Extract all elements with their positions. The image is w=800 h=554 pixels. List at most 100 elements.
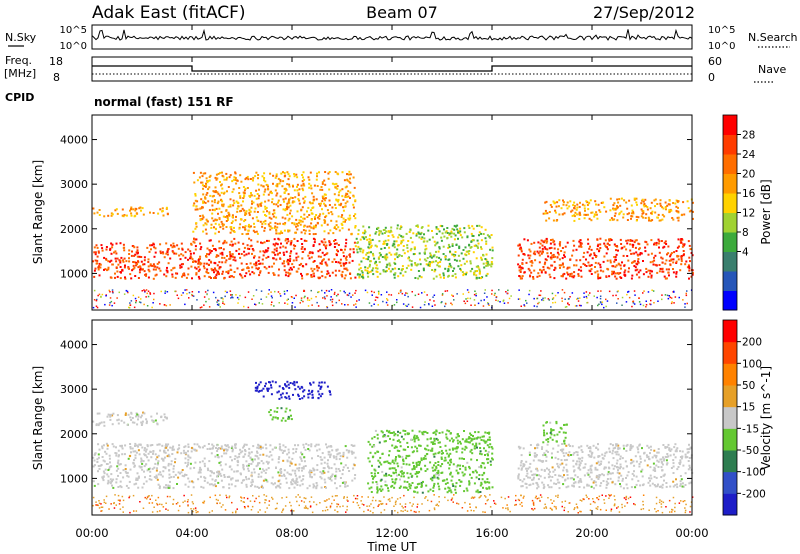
echo-cell [194,208,197,211]
echo-cell [209,474,212,477]
echo-cell [611,265,614,268]
echo-cell [645,213,648,216]
echo-cell [302,443,305,446]
echo-cell [261,258,264,261]
echo-cell [297,221,300,224]
echo-cell [110,300,113,303]
echo-cell [467,291,470,294]
echo-cell [686,266,689,269]
echo-cell [544,201,547,204]
echo-cell [363,232,366,235]
echo-cell [341,188,344,191]
echo-cell [214,248,217,250]
echo-cell [172,448,175,451]
echo-cell [330,219,333,222]
echo-cell [561,213,564,216]
echo-cell [455,482,458,485]
echo-cell [156,423,159,426]
echo-cell [135,300,137,302]
echo-cell [649,479,651,482]
echo-cell [603,255,606,258]
echo-cell [259,467,261,470]
echo-cell [542,268,545,271]
echo-cell [687,240,690,243]
echo-cell [641,198,644,201]
echo-cell [455,469,458,472]
echo-cell [648,219,650,222]
echo-cell [481,474,484,477]
echo-cell [117,455,120,458]
echo-cell [279,246,282,249]
echo-cell [383,474,386,477]
echo-cell [104,468,107,471]
echo-cell [163,413,166,416]
echo-cell [225,259,228,262]
echo-cell [330,211,333,213]
frequency-trace [92,65,692,75]
echo-cell [665,268,668,271]
echo-cell [527,267,530,270]
echo-cell [448,245,451,248]
echo-cell [140,256,143,258]
echo-cell [599,277,602,279]
echo-cell [397,439,400,442]
echo-cell [283,229,286,232]
echo-cell [613,243,616,246]
echo-cell [610,217,613,220]
echo-cell [397,244,400,247]
echo-cell [372,254,375,257]
echo-cell [689,248,692,251]
echo-cell [228,257,231,260]
echo-cell [293,384,296,387]
echo-cell [479,452,481,455]
echo-cell [284,189,287,192]
echo-cell [358,268,361,271]
echo-cell [302,300,304,303]
echo-cell [677,238,680,241]
echo-cell [231,243,234,246]
echo-cell [296,270,299,273]
echo-cell [424,470,427,472]
echo-cell [115,452,118,455]
echo-cell [593,213,596,216]
echo-cell [461,447,464,450]
echo-cell [664,206,667,208]
echo-cell [566,241,569,244]
echo-cell [193,466,196,469]
echo-cell [149,293,152,295]
echo-cell [223,449,225,452]
echo-cell [664,294,667,296]
echo-cell [129,273,132,276]
echo-cell [251,458,254,461]
echo-cell [97,251,100,254]
echo-cell [288,175,291,178]
echo-cell [412,450,415,453]
echo-cell [95,299,98,302]
echo-cell [244,275,247,278]
echo-cell [382,270,385,273]
echo-cell [327,172,330,175]
echo-cell [585,291,588,293]
echo-cell [257,177,259,180]
echo-cell [588,254,591,257]
echo-cell [168,476,171,479]
echo-cell [449,264,452,267]
echo-cell [309,469,312,472]
echo-cell [590,248,593,251]
echo-cell [558,242,561,245]
echo-cell [146,444,149,447]
echo-cell [487,302,489,304]
echo-cell [561,247,564,249]
echo-cell [538,246,541,249]
echo-cell [554,209,557,212]
echo-cell [597,461,600,464]
echo-cell [407,257,410,260]
echo-cell [398,233,401,236]
echo-cell [389,462,392,465]
echo-cell [111,291,114,293]
echo-cell [344,245,347,248]
echo-cell [180,471,183,474]
echo-cell [266,249,269,252]
echo-cell [468,465,471,468]
echo-cell [297,469,300,472]
